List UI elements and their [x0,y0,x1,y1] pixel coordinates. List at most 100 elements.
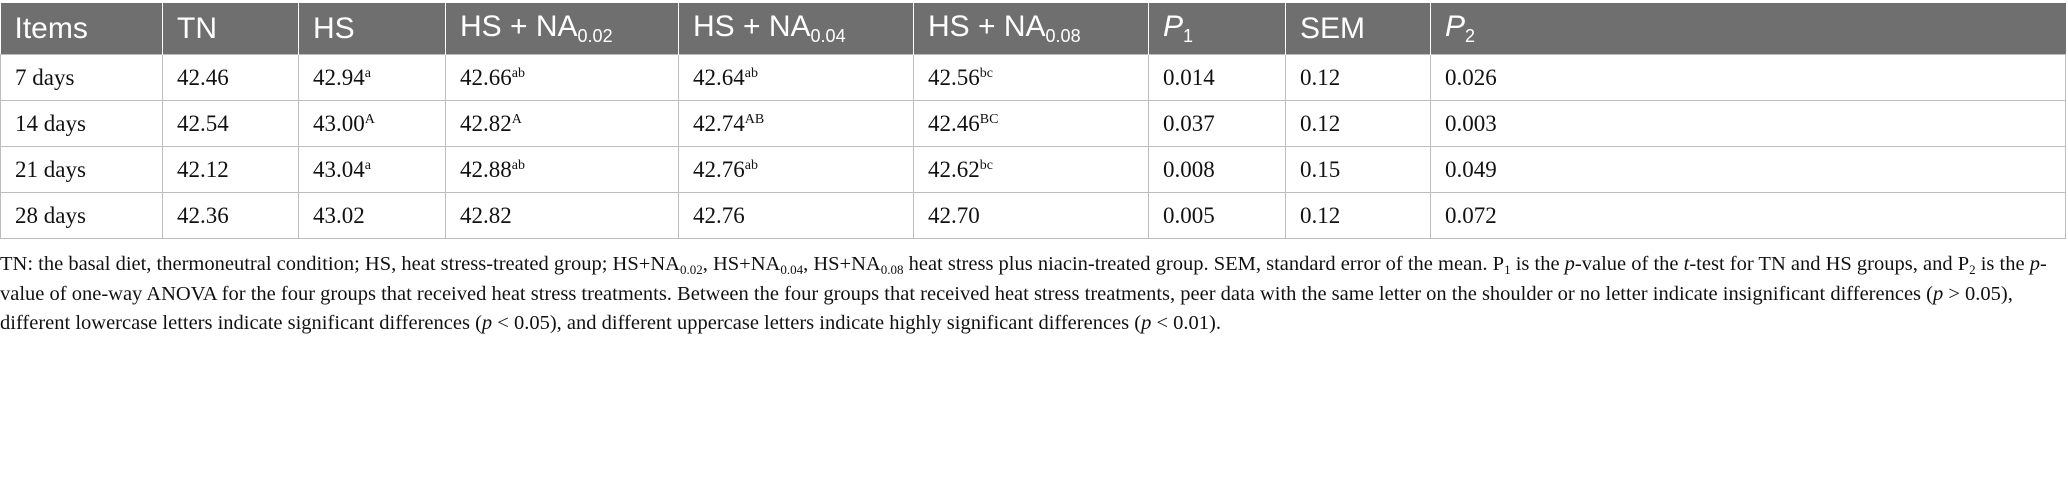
table-cell: 43.02 [298,192,446,239]
text: -test for TN and HS groups, and P [1689,253,1970,275]
italic-text: p [481,312,493,334]
text: , HS+NA [702,253,781,275]
text: 42.36 [177,202,229,228]
header-cell: P2 [1430,3,2066,55]
table-cell: 42.82A [445,100,679,147]
italic-text: p [2029,253,2040,275]
text: < 0.05), and different uppercase letters… [492,312,1142,334]
table-cell: 0.008 [1148,146,1286,193]
subscript: 0.08 [880,262,904,277]
text: 0.005 [1163,202,1215,228]
text: SEM [1300,11,1366,45]
subscript: 2 [1465,26,1476,46]
text: > 0.05), different lowercase letters ind… [0,282,2013,335]
text: 0.15 [1300,156,1341,182]
text: 42.12 [177,156,229,182]
subscript: 0.02 [577,26,613,46]
text: < 0.01). [1151,312,1221,334]
text: Items [14,11,88,45]
table-cell: 43.00A [298,100,446,147]
text: , HS+NA [803,253,881,275]
header-cell: TN [162,3,299,55]
text: -value of one-way ANOVA for the four gro… [0,253,2047,305]
text: TN: the basal diet, thermoneutral condit… [0,253,680,275]
table-cell: 42.62bc [913,146,1149,193]
table-cell: 7 days [0,54,163,101]
table-row: 7 days 42.46 42.94a 42.66ab 42.64ab 42.56bc 0.… [0,54,2066,101]
text: 42.70 [928,202,980,228]
text: is the [1975,253,2030,275]
subscript: 0.08 [1045,26,1081,46]
superscript: a [364,65,371,81]
header-cell: HS + NA0.02 [445,3,679,55]
text: 42.46 [177,64,229,90]
table-cell: 42.82 [445,192,679,239]
table-row: 28 days 42.36 43.02 42.82 42.76 42.70 0.005 0.1… [0,192,2066,239]
text: HS + NA [928,10,1046,43]
superscript: AB [744,111,765,127]
table-cell: 42.76ab [678,146,914,193]
text: HS + NA [460,10,578,43]
table-cell: 42.74AB [678,100,914,147]
table-cell: 42.66ab [445,54,679,101]
superscript: ab [744,65,758,81]
text: 0.003 [1445,110,1497,136]
header-row: Items TN HS HS + NA0.02 HS + NA0.04 HS + NA0.… [0,3,2066,55]
text: 0.049 [1445,156,1497,182]
table-cell: 42.76 [678,192,914,239]
text: 42.76 [693,202,745,228]
text: TN [177,11,217,45]
text: 0.072 [1445,202,1497,228]
table-cell: 42.94a [298,54,446,101]
superscript: a [364,157,371,173]
italic-text: t [1683,253,1690,275]
table-cell: 42.46 [162,54,299,101]
subscript: 0.04 [810,26,846,46]
text: 21 days [15,156,86,182]
table-cell: 42.56bc [913,54,1149,101]
text: is the [1510,253,1565,275]
table-cell: 42.12 [162,146,299,193]
subscript: 1 [1183,26,1194,46]
table-cell: 42.88ab [445,146,679,193]
superscript: ab [511,65,525,81]
footnote: TN: the basal diet, thermoneutral condit… [0,250,2060,339]
superscript: A [511,111,522,127]
table-cell: 42.36 [162,192,299,239]
text: heat stress plus niacin-treated group. S… [903,253,1505,275]
table-cell: 0.12 [1285,54,1431,101]
text: 0.12 [1300,64,1341,90]
table-cell: 42.70 [913,192,1149,239]
header-cell: HS [298,3,446,55]
text: 42.88 [460,156,512,182]
text: 0.008 [1163,156,1215,182]
text: 42.62 [928,156,980,182]
italic-text: p [1564,253,1575,275]
text: 14 days [15,110,86,136]
table-cell: 0.005 [1148,192,1286,239]
header-cell: HS + NA0.04 [678,3,914,55]
italic-text: P [1163,10,1184,43]
table-cell: 0.12 [1285,192,1431,239]
superscript: A [364,111,375,127]
header-cell: SEM [1285,3,1431,55]
text: 0.014 [1163,64,1215,90]
table-cell: 0.049 [1430,146,2066,193]
table-cell: 0.037 [1148,100,1286,147]
superscript: bc [979,65,993,81]
table-cell: 0.003 [1430,100,2066,147]
subscript: 1 [1504,262,1511,277]
table-cell: 21 days [0,146,163,193]
text: 0.026 [1445,64,1497,90]
text: 43.04 [313,156,365,182]
superscript: ab [511,157,525,173]
text: 43.02 [313,202,365,228]
text: 42.66 [460,64,512,90]
table-cell: 0.026 [1430,54,2066,101]
superscript: bc [979,157,993,173]
table-cell: 0.15 [1285,146,1431,193]
text: 42.56 [928,64,980,90]
table-cell: 42.54 [162,100,299,147]
table-cell: 43.04a [298,146,446,193]
text: 42.54 [177,110,229,136]
